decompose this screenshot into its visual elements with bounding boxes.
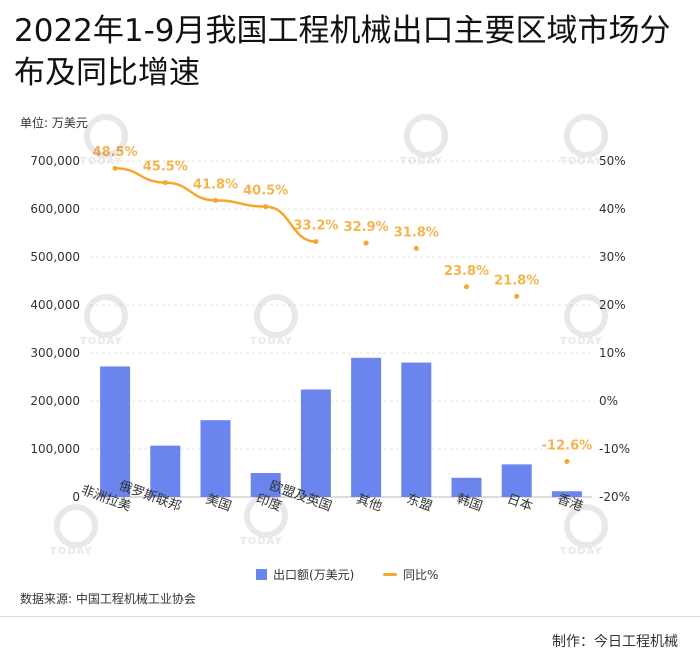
- line-point: [464, 284, 469, 290]
- y-left-tick-label: 700,000: [30, 154, 80, 168]
- y-right-tick-label: -10%: [599, 442, 630, 456]
- unit-label: 单位: 万美元: [20, 116, 88, 130]
- legend-line-label: 同比%: [403, 568, 439, 582]
- footer-divider: [0, 616, 700, 617]
- bar: [100, 366, 131, 497]
- watermark-logo-icon: TODAY: [400, 110, 460, 170]
- y-right-tick-label: 30%: [599, 250, 626, 264]
- legend-line-swatch: [383, 573, 397, 576]
- bar: [200, 420, 231, 497]
- data-label: 23.8%: [444, 264, 489, 279]
- bar: [250, 473, 281, 497]
- legend: 出口额(万美元) 同比%: [0, 566, 700, 584]
- watermark-logo-icon: TODAY: [560, 290, 620, 350]
- y-right-tick-label: 0%: [599, 394, 618, 408]
- y-right-tick-label: -20%: [599, 490, 630, 504]
- bar: [551, 491, 582, 497]
- y-right-tick-label: 50%: [599, 154, 626, 168]
- data-label: 33.2%: [293, 219, 338, 234]
- watermark-logo-icon: TODAY: [250, 290, 310, 350]
- data-label: 41.8%: [193, 177, 238, 192]
- watermark-logo-icon: TODAY: [240, 490, 300, 550]
- bar: [451, 477, 482, 497]
- bar: [150, 445, 181, 497]
- line-point: [213, 197, 218, 203]
- data-label: 40.5%: [243, 184, 288, 199]
- y-left-tick-label: 600,000: [30, 202, 80, 216]
- line-point: [514, 293, 520, 299]
- line-point: [263, 204, 269, 210]
- data-label: 31.8%: [394, 225, 439, 240]
- watermark-logo-icon: TODAY: [560, 500, 620, 560]
- data-label: 45.5%: [143, 160, 188, 175]
- data-label: 21.8%: [494, 273, 539, 288]
- line-point: [363, 240, 369, 246]
- bar: [300, 389, 331, 497]
- credit-note: 制作：今日工程机械: [552, 634, 678, 650]
- watermark-logo-icon: TODAY: [560, 110, 620, 170]
- bar: [351, 357, 382, 497]
- line-point: [564, 458, 570, 464]
- data-label: -12.6%: [542, 438, 593, 453]
- bar: [401, 362, 432, 497]
- y-left-tick-label: 300,000: [30, 346, 80, 360]
- data-label: 32.9%: [344, 220, 389, 235]
- line-point: [413, 245, 419, 251]
- source-note: 数据来源: 中国工程机械工业协会: [20, 592, 196, 606]
- legend-bar-label: 出口额(万美元): [273, 568, 355, 582]
- chart-title: 2022年1-9月我国工程机械出口主要区域市场分布及同比增速: [14, 13, 671, 91]
- y-left-tick-label: 400,000: [30, 298, 80, 312]
- line-point: [112, 165, 118, 171]
- watermark-logo-icon: TODAY: [80, 110, 140, 170]
- watermark-logo-icon: TODAY: [50, 500, 110, 560]
- y-right-tick-label: 40%: [599, 202, 626, 216]
- line-point: [313, 239, 319, 245]
- y-right-tick-label: 10%: [599, 346, 626, 360]
- y-left-tick-label: 200,000: [30, 394, 80, 408]
- y-left-tick-label: 100,000: [30, 442, 80, 456]
- y-left-tick-label: 0: [72, 490, 80, 504]
- watermark-logo-icon: TODAY: [80, 290, 140, 350]
- legend-item-bar[interactable]: 出口额(万美元): [256, 566, 354, 583]
- y-left-tick-label: 500,000: [30, 250, 80, 264]
- bar: [501, 464, 532, 497]
- line-point: [162, 180, 168, 186]
- legend-bar-swatch: [256, 569, 267, 580]
- legend-item-line[interactable]: 同比%: [383, 566, 438, 583]
